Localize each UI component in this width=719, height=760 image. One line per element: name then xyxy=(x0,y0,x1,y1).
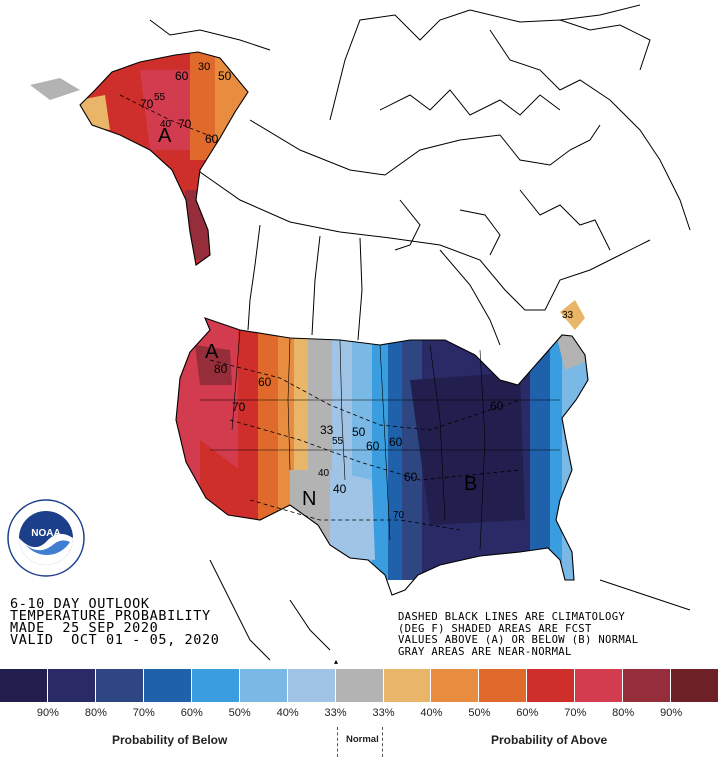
conus-shading xyxy=(176,318,588,580)
conus-label-60e: 60 xyxy=(490,399,504,413)
aleutians-near-normal xyxy=(30,78,80,100)
colorbar-tick-labels: 90% 80% 70% 60% 50% 40% 33% 33% 40% 50% 60% 70% 80% 9… xyxy=(0,707,719,723)
state-outlines xyxy=(79,51,589,596)
colorbar-tick-label: 90% xyxy=(660,707,683,719)
notes-line1: DASHED BLACK LINES ARE CLIMATOLOGY xyxy=(398,611,626,623)
colorbar-tick-label: 40% xyxy=(420,707,443,719)
conus-label-60b: 60 xyxy=(366,439,380,453)
colorbar-swatch xyxy=(431,669,480,702)
probability-below-label: Probability of Below xyxy=(112,733,228,747)
outlook-valid-dates: VALID OCT 01 - 05, 2020 xyxy=(10,632,220,648)
colorbar-swatch xyxy=(287,669,336,702)
conus-label-33b: 33 xyxy=(562,310,574,321)
colorbar-swatch xyxy=(239,669,288,702)
colorbar-tick-label: 33% xyxy=(324,707,347,719)
colorbar-tick-label xyxy=(0,707,24,723)
colorbar-tick-label: 33% xyxy=(372,707,395,719)
notes-line4: GRAY AREAS ARE NEAR-NORMAL xyxy=(398,645,572,658)
map-notes: DASHED BLACK LINES ARE CLIMATOLOGY (DEG … xyxy=(398,611,639,658)
conus-label-60a: 60 xyxy=(258,375,272,389)
alaska-label-30: 30 xyxy=(198,61,210,73)
alaska-label-70b: 70 xyxy=(178,117,192,131)
notes-line2: (DEG F) SHADED AREAS ARE FCST xyxy=(398,622,592,635)
alaska-shading xyxy=(80,52,248,265)
alaska-label-55: 55 xyxy=(154,92,166,103)
colorbar-tick-label: 60% xyxy=(180,707,203,719)
colorbar-tick-label: 50% xyxy=(468,707,491,719)
conus-label-40b: 40 xyxy=(318,468,330,479)
outlook-title-line2: TEMPERATURE PROBABILITY xyxy=(10,608,211,624)
colorbar-swatch xyxy=(383,669,432,702)
legend-footer: Probability of Below Normal Probability … xyxy=(0,727,719,757)
colorbar-tick-label: 80% xyxy=(612,707,635,719)
colorbar-tick-label: 90% xyxy=(36,707,59,719)
colorbar-swatch xyxy=(191,669,240,702)
colorbar-swatch xyxy=(47,669,96,702)
colorbar-swatch xyxy=(575,669,624,702)
colorbar-tick-label: 60% xyxy=(516,707,539,719)
conus-label-a: A xyxy=(205,341,219,363)
alaska-label-60a: 60 xyxy=(175,69,189,83)
conus-label-50: 50 xyxy=(352,425,366,439)
outlook-made-date: MADE 25 SEP 2020 xyxy=(10,620,159,636)
colorbar-swatch xyxy=(479,669,528,702)
colorbar-swatch xyxy=(671,669,719,702)
alaska-label-40: 40 xyxy=(160,119,172,130)
colorbar-swatch xyxy=(527,669,576,702)
colorbar-swatch xyxy=(335,669,384,702)
conus-label-70b: 70 xyxy=(393,510,405,521)
colorbar-tick-label: 40% xyxy=(276,707,299,719)
conus-label-70a: 70 xyxy=(232,400,246,414)
colorbar-tick-label: 80% xyxy=(84,707,107,719)
alaska-label-70a: 70 xyxy=(140,97,154,111)
conus-label-80: 80 xyxy=(214,362,228,376)
conus-label-33: 33 xyxy=(320,423,334,437)
noaa-logo: NOAA xyxy=(7,499,85,577)
notes-line3: VALUES ABOVE (A) OR BELOW (B) NORMAL xyxy=(398,634,639,646)
alaska-label-50: 50 xyxy=(218,69,232,83)
colorbar-swatch xyxy=(623,669,672,702)
alaska-label-a: A xyxy=(158,125,172,147)
probability-colorbar xyxy=(0,669,719,702)
conus-label-b: B xyxy=(464,473,477,495)
noaa-logo-text: NOAA xyxy=(31,528,60,539)
conus-label-55: 55 xyxy=(332,436,344,447)
colorbar-tick-label: 70% xyxy=(564,707,587,719)
colorbar-tick-label: 70% xyxy=(132,707,155,719)
new-england-above-area xyxy=(560,300,585,330)
colorbar-swatch xyxy=(0,669,48,702)
temperature-outlook-map: A 70 55 40 70 60 50 60 30 A 80 60 70 33 … xyxy=(30,4,691,665)
climatology-lines xyxy=(119,94,521,531)
conus-label-40: 40 xyxy=(333,482,347,496)
probability-above-label: Probability of Above xyxy=(491,733,608,747)
alaska-label-60b: 60 xyxy=(205,132,219,146)
colorbar-tick-label: 50% xyxy=(228,707,251,719)
conus-label-60d: 60 xyxy=(404,470,418,484)
normal-label: Normal xyxy=(346,734,379,745)
colorbar-swatch xyxy=(95,669,144,702)
colorbar-swatch xyxy=(143,669,192,702)
normal-separator-left xyxy=(337,727,338,757)
conus-label-n: N xyxy=(302,488,316,510)
outlook-title-line1: 6-10 DAY OUTLOOK xyxy=(10,596,150,612)
basemap-outlines xyxy=(149,4,691,661)
conus-label-60c: 60 xyxy=(389,435,403,449)
outlook-title-block: 6-10 DAY OUTLOOK TEMPERATURE PROBABILITY… xyxy=(10,596,220,648)
normal-separator-right xyxy=(382,727,383,757)
tick-mark: ▴ xyxy=(334,657,338,665)
